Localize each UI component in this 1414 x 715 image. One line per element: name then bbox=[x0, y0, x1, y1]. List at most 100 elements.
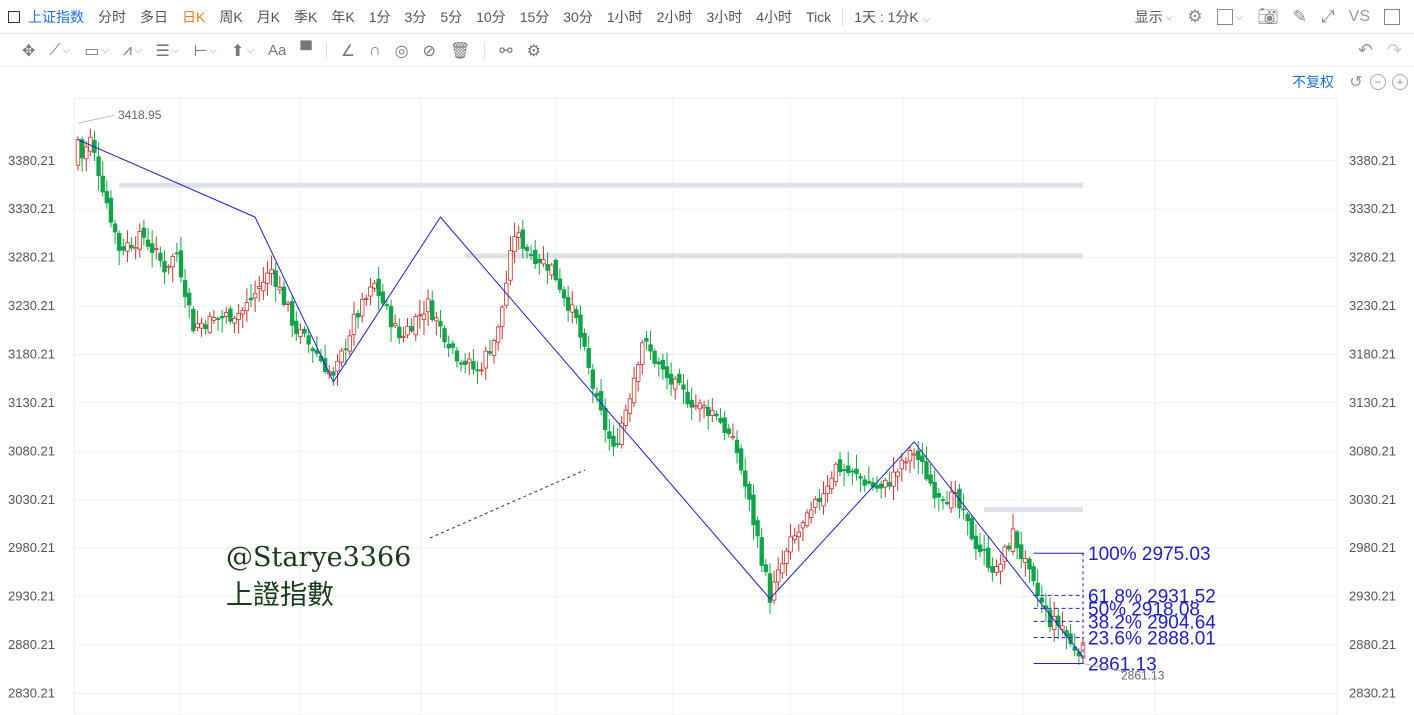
candle-body bbox=[104, 191, 110, 204]
measure-icon[interactable]: ⊢ ⌵ bbox=[193, 42, 218, 60]
candle-body bbox=[697, 402, 703, 410]
pencil-icon[interactable]: ✎ bbox=[1292, 7, 1308, 26]
fullscreen-icon[interactable]: ⤢ bbox=[1321, 7, 1335, 26]
rectangle-icon[interactable]: ▭ ⌵ bbox=[84, 42, 109, 60]
hide-icon[interactable]: ⊘ bbox=[422, 42, 436, 60]
ruler-icon[interactable]: ∠ bbox=[340, 42, 356, 60]
period-tabs: 分时 多日 日K 周K 月K 季K 年K 1分 3分 5分 10分 15分 30分 1小时 2小时 3小时 4小… bbox=[91, 7, 838, 27]
candle-body bbox=[112, 223, 118, 233]
candle-body bbox=[796, 531, 801, 538]
candle-body bbox=[710, 410, 715, 416]
custom-period-select[interactable]: 1天 : 1分K ⌵ bbox=[847, 7, 937, 27]
comment-icon[interactable]: ▀ bbox=[300, 41, 312, 59]
period-tab[interactable]: 4小时 bbox=[756, 8, 793, 25]
period-tab[interactable]: 3分 bbox=[404, 8, 427, 25]
candle-body bbox=[215, 318, 221, 320]
period-tab[interactable]: 5分 bbox=[440, 8, 463, 25]
watermark-pointer bbox=[429, 469, 586, 539]
candle-body bbox=[656, 361, 661, 365]
camera-icon[interactable]: 📷︎ bbox=[1257, 7, 1279, 26]
undo-icon[interactable]: ↶ bbox=[1357, 40, 1373, 60]
candle-body bbox=[442, 328, 447, 343]
candle-body bbox=[368, 286, 373, 297]
y-tick-right: 3330.21 bbox=[1349, 201, 1396, 216]
eye-icon[interactable]: ◎ bbox=[394, 42, 409, 60]
zoom-out-icon[interactable]: − bbox=[1370, 74, 1386, 90]
period-tab[interactable]: 3小时 bbox=[706, 8, 743, 25]
fib-label: 23.6% 2888.01 bbox=[1088, 629, 1216, 650]
zoom-in-icon[interactable]: + bbox=[1392, 74, 1408, 90]
y-tick-right: 3080.21 bbox=[1349, 443, 1396, 458]
gear-icon[interactable]: ⚙ bbox=[1187, 7, 1203, 26]
watermark-line1: @Starye3366 bbox=[226, 542, 411, 573]
candle-body bbox=[565, 296, 571, 311]
fibonacci-icon[interactable]: ☰ ⌵ bbox=[155, 42, 180, 60]
candle-body bbox=[640, 342, 645, 365]
candle-body bbox=[491, 339, 497, 356]
y-tick-right: 2830.21 bbox=[1349, 685, 1396, 700]
candle-body bbox=[524, 246, 530, 251]
candle-body bbox=[883, 479, 888, 488]
candle-body bbox=[516, 232, 521, 238]
move-icon[interactable]: ✥ bbox=[22, 42, 36, 60]
candle-body bbox=[1002, 546, 1007, 562]
trash-icon[interactable]: 🗑︎ bbox=[449, 42, 471, 60]
candle-body bbox=[705, 406, 711, 416]
candle-body bbox=[557, 278, 563, 290]
period-tab[interactable]: 30分 bbox=[563, 8, 593, 25]
candle-body bbox=[681, 384, 686, 390]
candle-body bbox=[961, 508, 966, 511]
sidebar-toggle-icon[interactable] bbox=[8, 10, 20, 23]
trend-line-icon[interactable]: ⟋ ⌵ bbox=[49, 41, 71, 59]
high-pointer bbox=[77, 114, 115, 124]
period-tab[interactable]: 分时 bbox=[98, 8, 126, 25]
period-tab[interactable]: 周K bbox=[219, 8, 243, 25]
zigzag-icon[interactable]: ⩘ ⌵ bbox=[122, 41, 142, 59]
period-tab[interactable]: 1小时 bbox=[606, 8, 643, 25]
period-tab[interactable]: Tick bbox=[806, 8, 832, 25]
redo-icon[interactable]: ↷ bbox=[1386, 40, 1402, 60]
candle-body bbox=[100, 175, 105, 193]
candle-body bbox=[520, 229, 526, 249]
display-menu[interactable]: 显示 ⌵ bbox=[1135, 7, 1174, 27]
link-icon[interactable]: ⚯ bbox=[499, 42, 513, 60]
y-tick-left: 3230.21 bbox=[8, 298, 55, 313]
candle-body bbox=[388, 306, 394, 328]
candle-body bbox=[858, 476, 863, 479]
candle-body bbox=[899, 459, 904, 470]
symbol-name[interactable]: 上证指数 bbox=[28, 8, 84, 25]
candle-body bbox=[1010, 528, 1016, 552]
period-tab[interactable]: 月K bbox=[256, 8, 281, 25]
period-tab[interactable]: 10分 bbox=[476, 8, 506, 25]
fib-label: 50% 2918.08 bbox=[1088, 599, 1200, 620]
period-tab[interactable]: 季K bbox=[294, 8, 318, 25]
fq-toggle[interactable]: 不复权 bbox=[1292, 74, 1334, 90]
period-tab[interactable]: 多日 bbox=[140, 8, 168, 25]
period-tab[interactable]: 年K bbox=[331, 8, 355, 25]
candle-body bbox=[574, 309, 579, 319]
arrow-up-icon[interactable]: ⬆ ⌵ bbox=[231, 42, 255, 60]
candle-body bbox=[162, 261, 167, 273]
history-controls: ↶ ↷ bbox=[1358, 40, 1402, 61]
candle-body bbox=[957, 488, 962, 509]
text-icon[interactable]: Aa bbox=[268, 42, 287, 59]
candle-body bbox=[125, 242, 130, 252]
candle-body bbox=[343, 348, 348, 351]
candle-body bbox=[594, 392, 600, 397]
settings-icon[interactable]: ⚙ bbox=[526, 42, 541, 60]
low-pointer bbox=[1082, 663, 1124, 672]
period-tab[interactable]: 1分 bbox=[368, 8, 391, 25]
period-tab[interactable]: 日K bbox=[182, 8, 206, 25]
candle-body bbox=[207, 315, 213, 333]
vs-button[interactable]: VS bbox=[1348, 8, 1370, 25]
candle-body bbox=[355, 313, 361, 318]
candle-body bbox=[969, 517, 974, 540]
period-tab[interactable]: 15分 bbox=[519, 8, 550, 25]
reset-icon[interactable]: ↺ bbox=[1349, 74, 1363, 91]
period-tab[interactable]: 2小时 bbox=[656, 8, 693, 25]
magnet-icon[interactable]: ∩ bbox=[369, 41, 381, 59]
candle-body bbox=[425, 298, 431, 313]
vs-square-icon[interactable] bbox=[1384, 9, 1400, 25]
layout-select[interactable]: ⌵ bbox=[1216, 9, 1243, 25]
